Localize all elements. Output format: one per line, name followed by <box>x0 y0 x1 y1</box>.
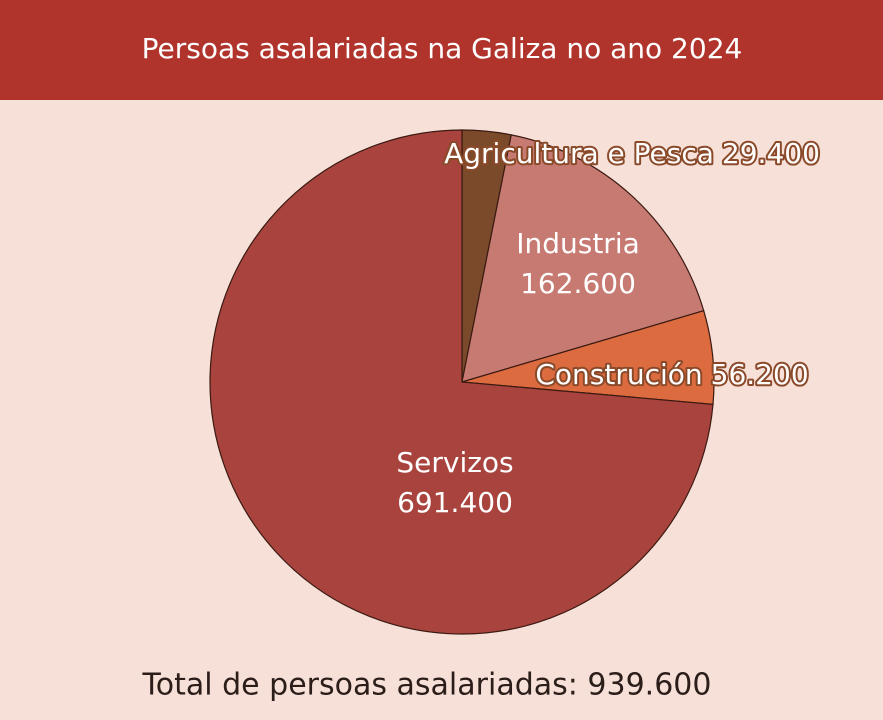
slice-label-group: Agricultura e Pesca 29.400 <box>444 137 820 170</box>
slice-label-group: Construción 56.200 <box>535 358 808 391</box>
pie-slice <box>461 134 705 383</box>
chart-title: Persoas asalariadas na Galiza no ano 202… <box>142 32 743 65</box>
header-band <box>0 0 883 100</box>
slice-label: Agricultura e Pesca <box>444 137 714 170</box>
footer-total: Total de persoas asalariadas: 939.600 <box>142 668 712 703</box>
slices <box>209 129 715 635</box>
slice-label: Construción <box>535 358 702 391</box>
slice-value-label: 56.200 <box>711 358 809 391</box>
slice-label: Industria <box>516 227 640 260</box>
slice-value-label: 162.600 <box>520 267 636 300</box>
slice-value-label: 29.400 <box>722 137 820 170</box>
pie-slice <box>209 129 714 635</box>
slice-label: Servizos <box>396 446 513 479</box>
slice-value-label: 691.400 <box>397 486 513 519</box>
